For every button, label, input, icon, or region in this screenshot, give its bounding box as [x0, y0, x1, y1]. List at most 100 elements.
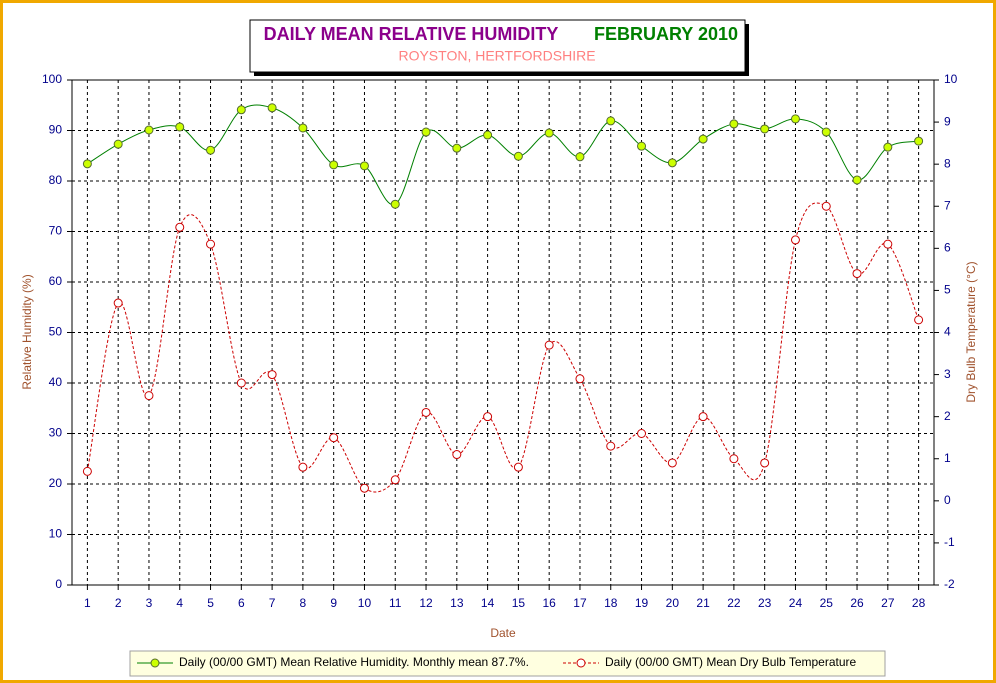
data-point: [82, 466, 92, 476]
legend-marker: [576, 658, 586, 668]
x-tick-label: 22: [727, 596, 741, 610]
y-tick-label: 50: [49, 325, 63, 339]
data-point: [914, 136, 924, 146]
data-point: [544, 340, 554, 350]
plot-area: [72, 80, 934, 585]
data-point: [698, 412, 708, 422]
data-point: [267, 103, 277, 113]
y2-tick-label: 5: [944, 283, 951, 297]
plot-frame: [71, 79, 935, 586]
x-tick-label: 1: [84, 596, 91, 610]
data-point: [575, 374, 585, 384]
y2-tick-label: 1: [944, 451, 951, 465]
x-tick-label: 16: [542, 596, 556, 610]
chart-subtitle: ROYSTON, HERTFORDSHIRE: [398, 48, 595, 64]
x-tick-label: 25: [820, 596, 834, 610]
x-tick-label: 13: [450, 596, 464, 610]
data-point: [421, 127, 431, 137]
x-tick-label: 2: [115, 596, 122, 610]
x-tick-label: 14: [481, 596, 495, 610]
y-tick-label: 0: [55, 577, 62, 591]
data-point: [914, 315, 924, 325]
y2-tick-label: -1: [944, 535, 955, 549]
y-tick-label: 100: [42, 72, 62, 86]
x-tick-label: 26: [850, 596, 864, 610]
data-point: [175, 222, 185, 232]
y2-tick-label: 0: [944, 493, 951, 507]
data-point: [483, 130, 493, 140]
data-point: [790, 114, 800, 124]
chart-title-period: FEBRUARY 2010: [594, 24, 738, 44]
data-point: [329, 160, 339, 170]
x-tick-label: 12: [419, 596, 433, 610]
data-point: [729, 119, 739, 129]
y-tick-label: 30: [49, 426, 63, 440]
legend-marker: [150, 658, 160, 668]
data-point: [821, 201, 831, 211]
data-point: [883, 142, 893, 152]
x-tick-label: 8: [300, 596, 307, 610]
y-tick-label: 60: [49, 274, 63, 288]
x-tick-label: 7: [269, 596, 276, 610]
title-box: [249, 19, 746, 73]
y2-axis-label: Dry Bulb Temperature (°C): [964, 261, 978, 402]
legend-box: [129, 650, 886, 677]
y2-tick-label: 4: [944, 325, 951, 339]
data-point: [144, 391, 154, 401]
x-tick-label: 21: [696, 596, 710, 610]
data-point: [82, 159, 92, 169]
y2-tick-label: -2: [944, 577, 955, 591]
y2-tick-label: 7: [944, 198, 951, 212]
y2-tick-label: 3: [944, 367, 951, 381]
data-point: [329, 433, 339, 443]
data-point: [298, 462, 308, 472]
data-point: [113, 298, 123, 308]
x-tick-label: 28: [912, 596, 926, 610]
y2-tick-label: 2: [944, 409, 951, 423]
data-point: [452, 450, 462, 460]
data-point: [606, 441, 616, 451]
y-tick-label: 90: [49, 123, 63, 137]
x-tick-label: 9: [330, 596, 337, 610]
y2-tick-label: 6: [944, 241, 951, 255]
data-point: [390, 475, 400, 485]
y-tick-label: 70: [49, 224, 63, 238]
x-tick-label: 11: [389, 596, 402, 610]
data-point: [175, 122, 185, 132]
series-line: [87, 104, 919, 205]
x-tick-label: 18: [604, 596, 618, 610]
x-tick-label: 3: [146, 596, 153, 610]
data-point: [267, 370, 277, 380]
data-point: [637, 429, 647, 438]
x-tick-label: 4: [176, 596, 183, 610]
data-point: [513, 462, 523, 472]
x-tick-label: 5: [207, 596, 214, 610]
data-point: [637, 141, 647, 151]
data-point: [698, 134, 708, 144]
x-tick-label: 6: [238, 596, 245, 610]
data-point: [790, 235, 800, 245]
data-point: [236, 105, 246, 115]
x-tick-label: 19: [635, 596, 649, 610]
data-point: [144, 125, 154, 135]
legend-label: Daily (00/00 GMT) Mean Dry Bulb Temperat…: [605, 655, 857, 669]
y2-tick-label: 8: [944, 156, 951, 170]
x-tick-label: 24: [789, 596, 803, 610]
x-tick-label: 23: [758, 596, 772, 610]
data-point: [883, 239, 893, 249]
x-tick-label: 15: [512, 596, 526, 610]
x-axis-label: Date: [490, 626, 516, 640]
y-axis-label: Relative Humidity (%): [20, 274, 34, 389]
data-point: [483, 412, 493, 422]
x-tick-label: 10: [358, 596, 372, 610]
data-point: [359, 161, 369, 171]
data-point: [236, 378, 246, 388]
chart-title: DAILY MEAN RELATIVE HUMIDITY: [264, 24, 559, 44]
data-point: [113, 139, 123, 149]
data-point: [544, 128, 554, 138]
y-tick-label: 80: [49, 173, 63, 187]
data-point: [606, 116, 616, 126]
data-point: [729, 454, 739, 464]
data-point: [452, 143, 462, 153]
